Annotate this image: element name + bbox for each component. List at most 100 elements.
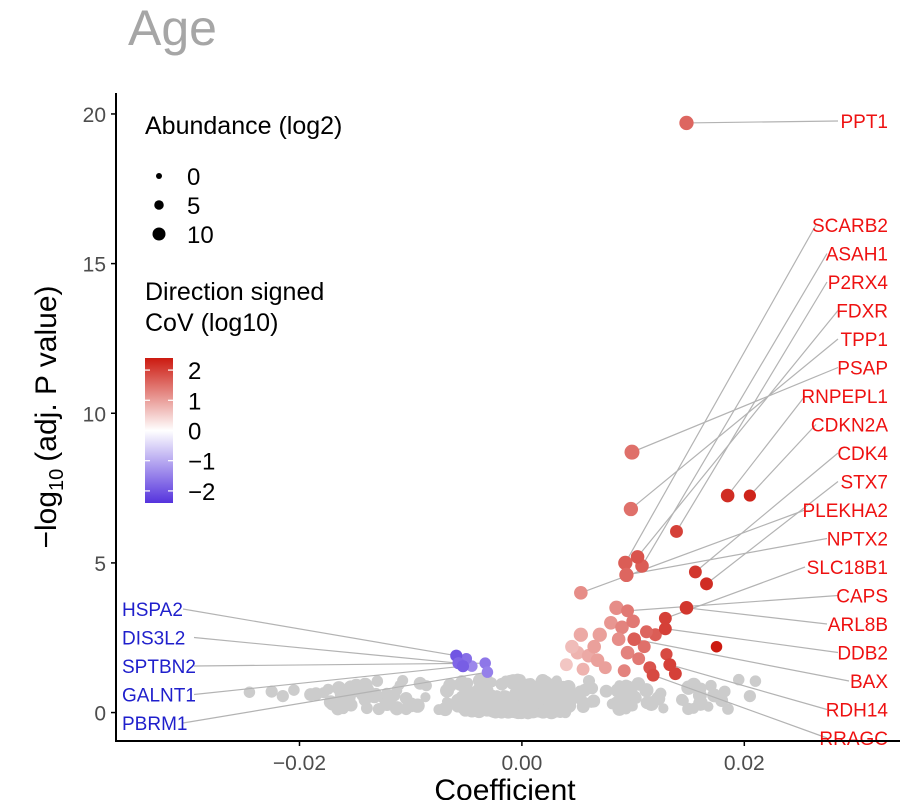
color-bar-ticks: 2 1 0 −1 −2 xyxy=(145,358,215,506)
neutral-point xyxy=(658,703,669,714)
gene-labels: PPT1 SCARB2 ASAH1 P2RX4 FDXR TPP1 PSAP RNPEPL1 C… xyxy=(122,112,888,750)
gene-point-bax xyxy=(627,632,642,647)
y-axis-title-suffix: (adj. P value) xyxy=(30,285,63,461)
label-connector xyxy=(631,366,839,453)
neutral-point xyxy=(639,683,654,698)
gene-point-pbrm1 xyxy=(481,666,494,678)
neutral-point xyxy=(495,677,509,691)
gene-label-cdkn2a: CDKN2A xyxy=(811,416,888,437)
neutral-point xyxy=(584,680,596,691)
gene-label-arl8b: ARL8B xyxy=(828,615,888,636)
gene-point-rdh14 xyxy=(663,658,677,672)
neutral-point xyxy=(575,693,587,706)
gene-label-stx7: STX7 xyxy=(840,473,888,494)
size-legend-dot xyxy=(152,227,166,241)
neutral-point xyxy=(440,683,455,698)
gene-point-psap xyxy=(624,444,640,460)
gene-point-p2rx4 xyxy=(670,525,683,538)
neutral-point xyxy=(383,698,396,710)
neutral-point xyxy=(371,675,384,687)
neutral-point xyxy=(519,706,532,719)
gene-label-bax: BAX xyxy=(850,672,888,693)
gene-point-caps xyxy=(621,604,634,618)
neutral-point xyxy=(520,687,532,700)
label-connector xyxy=(669,664,828,711)
neutral-point xyxy=(343,691,356,704)
color-tick-label: 0 xyxy=(188,419,201,446)
neutral-point xyxy=(532,691,547,706)
neutral-point xyxy=(551,675,563,686)
gene-point-arl8b xyxy=(679,601,694,615)
label-connectors xyxy=(182,120,850,739)
significant-point xyxy=(604,615,618,630)
size-legend-dot xyxy=(156,173,162,179)
label-connector xyxy=(193,665,464,696)
color-tick-label: −1 xyxy=(188,449,215,476)
significant-point xyxy=(660,648,673,661)
neutral-point xyxy=(535,678,549,692)
neutral-point xyxy=(599,684,613,698)
gene-label-scarb2: SCARB2 xyxy=(812,216,888,237)
neutral-point xyxy=(265,685,278,698)
label-connector xyxy=(627,594,839,612)
significant-points xyxy=(450,115,756,682)
gene-label-nptx2: NPTX2 xyxy=(827,530,888,551)
gene-point-slc18b1 xyxy=(658,611,672,625)
significant-point xyxy=(620,645,635,660)
label-connector xyxy=(630,338,839,510)
color-tick-label: 1 xyxy=(188,388,201,415)
gene-label-psap: PSAP xyxy=(837,359,888,380)
significant-point xyxy=(626,614,640,629)
gene-label-dis3l2: DIS3L2 xyxy=(122,629,185,650)
gene-label-p2rx4: P2RX4 xyxy=(828,273,889,294)
y-tick-label: 0 xyxy=(94,703,106,726)
gene-point-stx7 xyxy=(700,577,713,591)
gene-label-asah1: ASAH1 xyxy=(826,245,888,266)
y-tick-label: 15 xyxy=(83,254,106,277)
gene-label-pbrm1: PBRM1 xyxy=(122,714,187,735)
neutral-point xyxy=(743,690,756,703)
label-connector xyxy=(665,628,839,654)
neutral-point xyxy=(338,703,349,715)
color-tick-label: 2 xyxy=(188,358,201,385)
significant-point xyxy=(609,600,624,615)
label-connector xyxy=(686,607,828,625)
neutral-point xyxy=(505,695,518,707)
label-connector xyxy=(637,310,839,558)
significant-point xyxy=(632,652,646,666)
neutral-point xyxy=(304,688,318,702)
neutral-point xyxy=(542,703,553,714)
neutral-point xyxy=(459,683,474,698)
y-tick-label: 5 xyxy=(94,553,106,576)
gene-point-cdk4 xyxy=(688,565,702,579)
label-connector xyxy=(634,638,850,682)
significant-point xyxy=(573,627,588,642)
gene-label-ppt1: PPT1 xyxy=(840,112,888,133)
gene-point-ppt1 xyxy=(679,115,694,131)
gene-label-ddb2: DDB2 xyxy=(837,644,888,665)
neutral-point xyxy=(606,698,618,710)
y-tick-label: 20 xyxy=(83,104,106,127)
significant-point xyxy=(640,625,653,639)
neutral-point xyxy=(487,677,498,688)
label-connector xyxy=(686,120,839,124)
x-tick-label: −0.02 xyxy=(273,752,326,775)
gene-point-tpp1 xyxy=(623,501,639,517)
neutral-point xyxy=(513,676,527,691)
gene-label-sptbn2: SPTBN2 xyxy=(122,657,196,678)
neutral-point xyxy=(651,691,666,706)
gene-point-ddb2 xyxy=(658,622,672,636)
neutral-point xyxy=(705,679,717,692)
y-tick-label: 10 xyxy=(83,403,106,426)
size-legend-label: 10 xyxy=(187,222,214,249)
neutral-point xyxy=(441,696,452,707)
label-connector xyxy=(749,424,817,496)
neutral-point xyxy=(749,675,762,687)
gene-label-tpp1: TPP1 xyxy=(840,330,888,351)
x-tick-label: 0.02 xyxy=(724,752,765,775)
neutral-point xyxy=(491,706,503,718)
